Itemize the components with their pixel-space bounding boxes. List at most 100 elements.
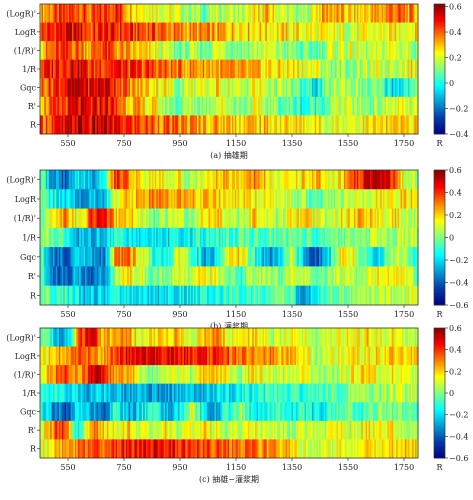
heatmap-cell bbox=[333, 383, 336, 403]
heatmap-cell bbox=[64, 22, 67, 42]
heatmap-cell bbox=[57, 285, 60, 306]
heatmap-cell bbox=[404, 285, 407, 306]
heatmap-cell bbox=[66, 115, 69, 135]
heatmap-cell bbox=[278, 170, 281, 190]
colorbar-segment bbox=[434, 118, 445, 122]
heatmap-cell bbox=[244, 78, 248, 98]
heatmap-cell bbox=[240, 96, 243, 116]
heatmap-cell bbox=[362, 115, 365, 135]
heatmap-cell bbox=[106, 170, 109, 190]
heatmap-cell bbox=[320, 78, 323, 98]
heatmap-cell bbox=[314, 208, 317, 229]
heatmap-cell bbox=[284, 41, 287, 61]
heatmap-cell bbox=[313, 189, 316, 209]
heatmap-cell bbox=[41, 346, 44, 366]
heatmap-cell bbox=[393, 59, 396, 79]
heatmap-cell bbox=[45, 346, 48, 366]
heatmap-cell bbox=[140, 41, 143, 61]
colorbar-segment bbox=[434, 287, 445, 290]
heatmap-cell bbox=[242, 59, 245, 79]
heatmap-cell bbox=[300, 59, 303, 79]
heatmap-cell bbox=[85, 170, 88, 190]
heatmap-cell bbox=[402, 383, 405, 403]
heatmap-cell bbox=[239, 383, 242, 403]
heatmap-cell bbox=[118, 365, 121, 385]
heatmap-cell bbox=[53, 59, 56, 79]
heatmap-cell bbox=[275, 115, 278, 135]
heatmap-cell bbox=[128, 365, 131, 385]
heatmap-cell bbox=[388, 365, 391, 385]
heatmap-cell bbox=[335, 22, 338, 42]
heatmap-cell bbox=[323, 4, 326, 23]
heatmap-cell bbox=[67, 402, 70, 422]
heatmap-cell bbox=[252, 365, 255, 385]
heatmap-cell bbox=[275, 285, 278, 306]
heatmap-cell bbox=[201, 4, 204, 23]
heatmap-cell bbox=[134, 365, 137, 385]
heatmap-cell bbox=[242, 227, 245, 248]
heatmap-cell bbox=[324, 383, 327, 403]
heatmap-cell bbox=[243, 266, 246, 287]
colorbar-tick-label: 0.4 bbox=[449, 28, 462, 37]
x-tick-label: 950 bbox=[172, 310, 187, 319]
heatmap-cell bbox=[243, 115, 246, 135]
heatmap-cell bbox=[406, 22, 409, 42]
heatmap-cell bbox=[192, 78, 195, 98]
heatmap-cell bbox=[364, 383, 367, 403]
heatmap-cell bbox=[95, 189, 98, 209]
heatmap-cell bbox=[141, 266, 144, 287]
heatmap-cell bbox=[230, 96, 233, 116]
heatmap-cell bbox=[319, 189, 322, 209]
heatmap-cell bbox=[217, 328, 220, 347]
heatmap-cell bbox=[330, 170, 333, 190]
heatmap-cell bbox=[358, 383, 361, 403]
colorbar-segment bbox=[434, 49, 445, 53]
heatmap-cell bbox=[234, 170, 237, 190]
heatmap-cell bbox=[242, 365, 245, 385]
heatmap-cell bbox=[114, 383, 117, 403]
heatmap-cell bbox=[70, 266, 73, 287]
heatmap-cell bbox=[114, 346, 117, 366]
heatmap-cell bbox=[263, 383, 266, 403]
heatmap-cell bbox=[40, 365, 43, 385]
heatmap-cell bbox=[138, 78, 141, 98]
heatmap-cell bbox=[278, 266, 281, 287]
heatmap-cell bbox=[55, 22, 59, 42]
heatmap-cell bbox=[211, 41, 214, 61]
heatmap-cell bbox=[396, 115, 399, 135]
heatmap-cell bbox=[176, 266, 179, 287]
heatmap-cell bbox=[80, 346, 83, 366]
heatmap-cell bbox=[356, 115, 359, 135]
heatmap-cell bbox=[415, 22, 418, 42]
heatmap-cell bbox=[255, 346, 258, 366]
heatmap-cell bbox=[54, 346, 57, 366]
heatmap-cell bbox=[127, 383, 130, 403]
heatmap-cell bbox=[259, 4, 262, 23]
heatmap-cell bbox=[272, 227, 275, 248]
heatmap-cell bbox=[183, 170, 186, 190]
heatmap-cell bbox=[383, 96, 386, 116]
heatmap-cell bbox=[170, 170, 173, 190]
heatmap-cell bbox=[297, 59, 300, 79]
heatmap-cell bbox=[67, 4, 70, 23]
colorbar-segment bbox=[434, 60, 445, 63]
heatmap-cell bbox=[290, 96, 293, 116]
heatmap-cell bbox=[365, 170, 368, 190]
heatmap-cell bbox=[197, 208, 200, 229]
heatmap-cell bbox=[226, 115, 229, 135]
y-tick-label: (1/R)' bbox=[14, 46, 36, 55]
heatmap-cell bbox=[48, 96, 51, 116]
heatmap-cell bbox=[61, 227, 64, 248]
heatmap-cell bbox=[162, 96, 165, 116]
heatmap-cell bbox=[288, 59, 291, 79]
heatmap-cell bbox=[297, 247, 300, 267]
heatmap-cell bbox=[224, 4, 227, 23]
heatmap-cell bbox=[130, 170, 133, 190]
heatmap-cell bbox=[61, 170, 64, 190]
heatmap-cell bbox=[179, 170, 182, 190]
heatmap-cell bbox=[303, 78, 306, 98]
heatmap-cell bbox=[412, 227, 415, 248]
heatmap-cell bbox=[208, 208, 211, 229]
heatmap-cell bbox=[378, 208, 381, 229]
colorbar-segment bbox=[434, 224, 445, 227]
